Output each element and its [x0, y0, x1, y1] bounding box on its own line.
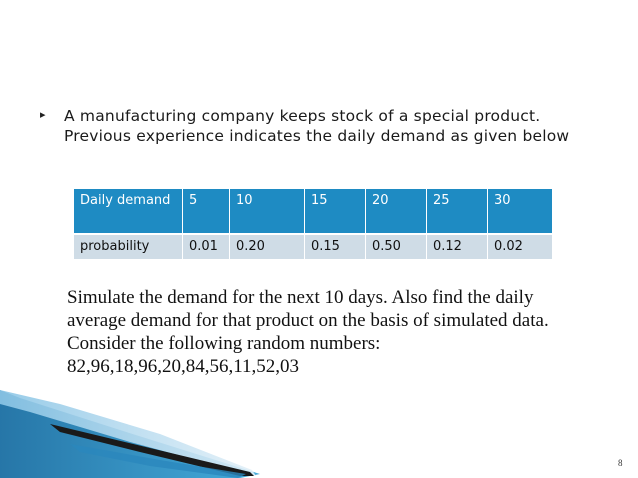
- problem-statement: Simulate the demand for the next 10 days…: [67, 286, 627, 378]
- table-cell: 0.01: [183, 233, 230, 259]
- decorative-wave-shape: [0, 390, 260, 478]
- demand-probability-table: Daily demand 5 10 15 20 25 30 probabilit…: [74, 189, 553, 259]
- bullet-item: ▸ A manufacturing company keeps stock of…: [40, 106, 600, 146]
- random-numbers-line: 82,96,18,96,20,84,56,11,52,03: [67, 356, 300, 377]
- table-cell: 0.50: [366, 233, 427, 259]
- table-row: probability 0.01 0.20 0.15 0.50 0.12 0.0…: [74, 233, 553, 259]
- table-header-cell: 10: [230, 189, 305, 233]
- table-header-cell: 5: [183, 189, 230, 233]
- bullet-arrow-icon: ▸: [40, 108, 46, 121]
- table-header-cell: 20: [366, 189, 427, 233]
- table-header-cell: 30: [488, 189, 553, 233]
- problem-line: average demand for that product on the b…: [67, 310, 549, 331]
- page-number: 8: [618, 458, 623, 468]
- bullet-text: A manufacturing company keeps stock of a…: [64, 107, 570, 145]
- table-header-cell: Daily demand: [74, 189, 183, 233]
- table-header-cell: 15: [305, 189, 366, 233]
- table-cell: 0.02: [488, 233, 553, 259]
- table-header-cell: 25: [427, 189, 488, 233]
- table-header-row: Daily demand 5 10 15 20 25 30: [74, 189, 553, 233]
- table-cell: 0.20: [230, 233, 305, 259]
- table-cell: 0.15: [305, 233, 366, 259]
- problem-line: Consider the following random numbers:: [67, 333, 381, 354]
- table-cell: 0.12: [427, 233, 488, 259]
- table-cell: probability: [74, 233, 183, 259]
- problem-line: Simulate the demand for the next 10 days…: [67, 287, 534, 308]
